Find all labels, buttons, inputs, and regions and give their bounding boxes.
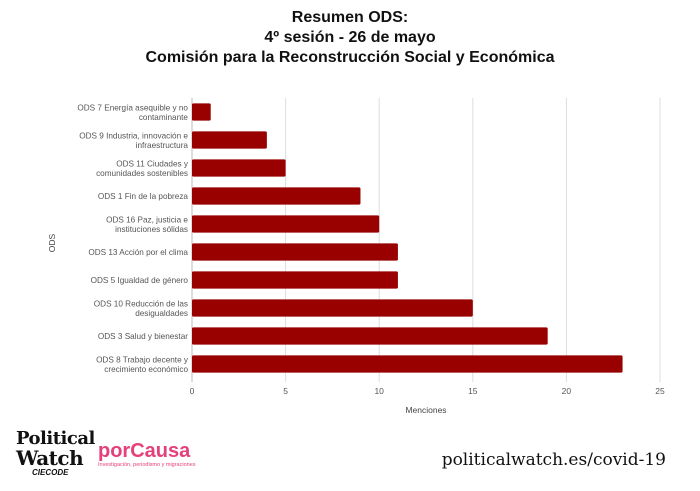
x-tick-label: 10 [374,386,384,396]
category-labels: ODS 7 Energía asequible y no contaminante… [77,103,189,374]
category-label: ODS 10 Reducción de las desigualdades [94,299,188,318]
category-label: ODS 3 Salud y bienestar [98,332,188,341]
bar [192,271,398,289]
category-label: ODS 11 Ciudades y comunidades sostenibles [96,159,189,178]
political-watch-logo: Political Watch CIECODE [16,428,96,478]
bar [192,215,380,233]
chart-title-line: 4º sesión - 26 de mayo [264,29,436,46]
x-tick-label: 5 [283,386,288,396]
logo-text: Watch [16,446,84,470]
chart-title-line: Comisión para la Reconstrucción Social y… [145,49,555,66]
bar [192,355,623,373]
bar [192,103,211,121]
logo-text: porCausa [98,440,191,462]
x-tick-label: 20 [562,386,572,396]
x-tick-label: 0 [190,386,195,396]
bar [192,131,267,149]
bar [192,159,286,177]
x-axis-label: Menciones [405,405,446,415]
bar [192,187,361,205]
category-label: ODS 13 Acción por el clima [88,248,188,257]
logo-text: Political [16,428,95,449]
category-label: ODS 8 Trabajo decente y crecimiento econó… [96,355,189,374]
category-label: ODS 1 Fin de la pobreza [98,192,189,201]
y-axis-label: ODS [47,233,57,252]
bar-chart: ODS 7 Energía asequible y no contaminante… [47,98,665,415]
category-label: ODS 9 Industria, innovación e infraestruc… [79,131,188,150]
bar [192,327,548,345]
bars [192,103,623,373]
chart-title: Resumen ODS: 4º sesión - 26 de mayo Comi… [0,8,700,68]
x-tick-label: 25 [655,386,665,396]
x-tick-labels: 0 5 10 15 20 25 [190,386,665,396]
category-label: ODS 7 Energía asequible y no contaminante [77,103,188,122]
category-label: ODS 5 Igualdad de género [91,276,189,285]
logo-subtext: CIECODE [32,468,69,477]
x-tick-label: 15 [468,386,478,396]
source-url: politicalwatch.es/covid-19 [441,450,666,470]
category-label: ODS 16 Paz, justicia e instituciones sóli… [106,215,188,234]
porcausa-logo: porCausa Investigación, periodismo y mig… [98,440,208,469]
logo-tagline: Investigación, periodismo y migraciones [98,462,196,468]
bar [192,243,398,261]
chart-title-line: Resumen ODS: [291,9,409,26]
bar [192,299,473,317]
